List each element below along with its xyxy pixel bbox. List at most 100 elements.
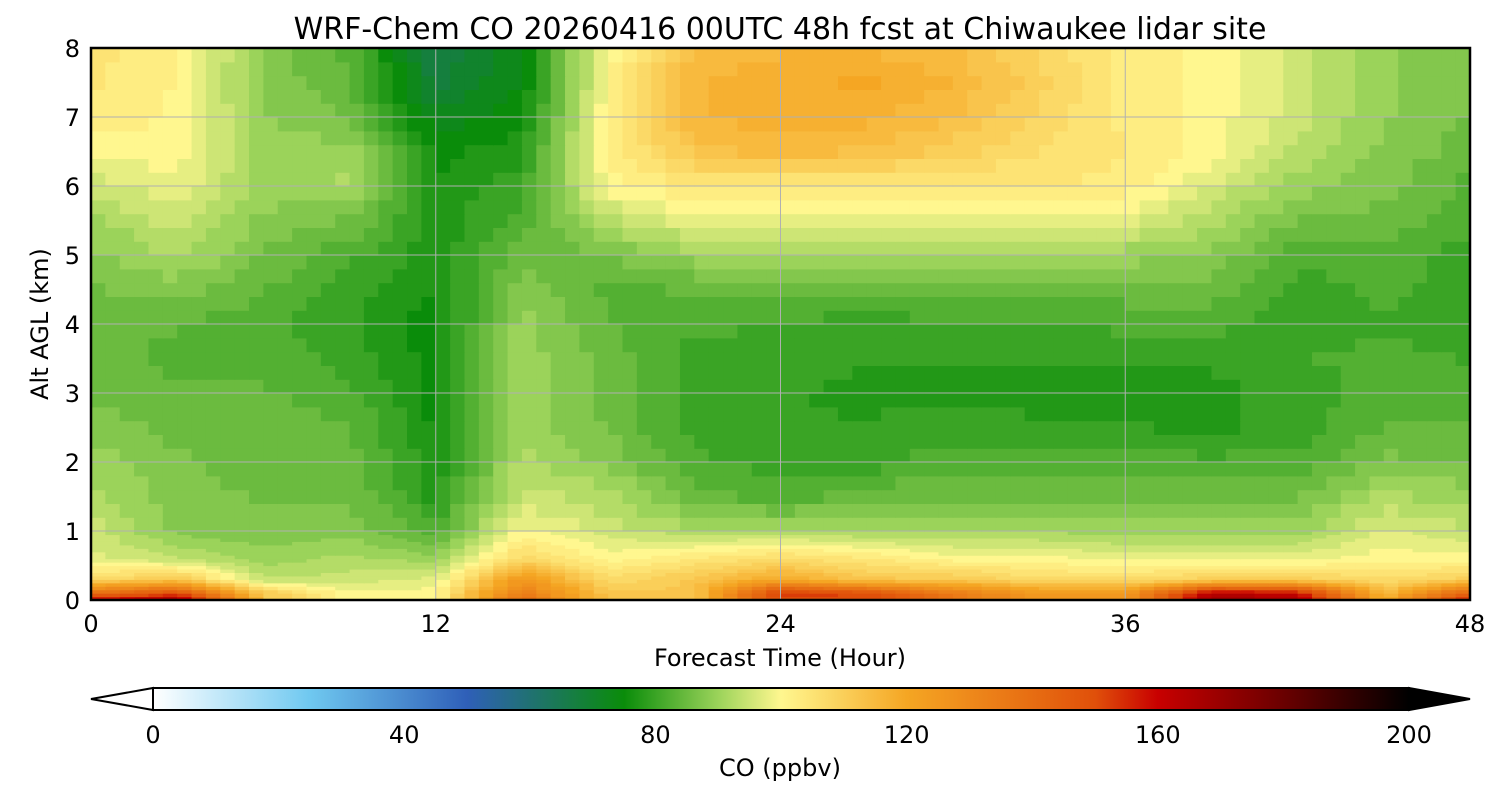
heatmap-cell — [651, 393, 667, 408]
heatmap-cell — [579, 420, 595, 435]
heatmap-cell — [162, 586, 178, 591]
heatmap-cell — [119, 75, 135, 90]
heatmap-cell — [1211, 555, 1227, 560]
heatmap-cell — [1153, 462, 1169, 477]
heatmap-cell — [1283, 537, 1299, 542]
heatmap-cell — [636, 448, 652, 463]
heatmap-cell — [220, 324, 236, 339]
heatmap-cell — [1383, 227, 1399, 242]
heatmap-cell — [119, 130, 135, 146]
heatmap-cell — [1182, 406, 1198, 422]
heatmap-cell — [679, 89, 695, 104]
heatmap-cell — [220, 537, 236, 542]
heatmap-cell — [205, 117, 221, 132]
heatmap-cell — [938, 517, 954, 532]
heatmap-cell — [766, 565, 782, 570]
heatmap-cell — [1283, 462, 1299, 477]
heatmap-cell — [952, 596, 968, 601]
heatmap-cell — [938, 548, 954, 553]
heatmap-cell — [1182, 589, 1198, 594]
heatmap-cell — [679, 534, 695, 539]
heatmap-cell — [1283, 558, 1299, 563]
heatmap-cell — [249, 130, 264, 146]
heatmap-cell — [91, 558, 106, 563]
heatmap-cell — [1182, 541, 1198, 546]
heatmap-cell — [1426, 475, 1442, 491]
heatmap-cell — [1254, 551, 1270, 556]
heatmap-cell — [478, 241, 494, 256]
heatmap-cell — [450, 434, 466, 449]
heatmap-cell — [651, 475, 667, 491]
heatmap-cell — [1182, 562, 1198, 567]
heatmap-cell — [1125, 186, 1141, 201]
heatmap-cell — [952, 186, 968, 201]
heatmap-cell — [924, 537, 940, 542]
heatmap-cell — [363, 534, 379, 539]
heatmap-cell — [809, 462, 825, 477]
heatmap-cell — [924, 475, 940, 491]
heatmap-cell — [1240, 393, 1256, 408]
heatmap-cell — [435, 186, 451, 201]
heatmap-cell — [723, 406, 738, 422]
heatmap-cell — [306, 282, 322, 297]
heatmap-cell — [909, 379, 925, 394]
heatmap-cell — [881, 172, 897, 187]
heatmap-cell — [378, 596, 394, 601]
heatmap-cell — [234, 268, 250, 284]
heatmap-cell — [780, 596, 796, 601]
heatmap-cell — [220, 593, 236, 598]
heatmap-cell — [837, 365, 853, 380]
heatmap-cell — [478, 462, 494, 477]
heatmap-cell — [1110, 565, 1126, 570]
heatmap-cell — [1168, 548, 1184, 553]
heatmap-cell — [1024, 558, 1040, 563]
heatmap-cell — [809, 575, 825, 580]
heatmap-cell — [1067, 199, 1083, 215]
heatmap-cell — [191, 420, 207, 435]
heatmap-cell — [478, 537, 494, 542]
heatmap-cell — [1311, 537, 1327, 542]
heatmap-cell — [766, 379, 782, 394]
heatmap-cell — [119, 462, 135, 477]
heatmap-cell — [363, 199, 379, 215]
heatmap-cell — [967, 351, 983, 366]
heatmap-cell — [1110, 503, 1126, 518]
heatmap-cell — [335, 158, 351, 173]
heatmap-cell — [981, 489, 997, 504]
heatmap-cell — [967, 365, 983, 380]
heatmap-cell — [320, 541, 336, 546]
heatmap-cell — [708, 186, 724, 201]
heatmap-cell — [1441, 562, 1457, 567]
heatmap-cell — [1355, 531, 1371, 536]
heatmap-cell — [1139, 534, 1155, 539]
heatmap-cell — [306, 337, 322, 353]
heatmap-cell — [1010, 103, 1026, 118]
heatmap-cell — [565, 544, 580, 549]
heatmap-cell — [220, 130, 236, 146]
heatmap-cell — [105, 503, 121, 518]
heatmap-cell — [708, 393, 724, 408]
heatmap-cell — [1326, 579, 1342, 584]
heatmap-cell — [263, 582, 279, 587]
heatmap-cell — [320, 575, 336, 580]
heatmap-cell — [608, 531, 624, 536]
heatmap-cell — [1383, 172, 1399, 187]
heatmap-cell — [1369, 489, 1385, 504]
heatmap-cell — [794, 268, 810, 284]
heatmap-cell — [1398, 144, 1414, 159]
heatmap-cell — [1383, 589, 1399, 594]
heatmap-cell — [119, 89, 135, 104]
heatmap-cell — [363, 593, 379, 598]
heatmap-cell — [1369, 144, 1385, 159]
heatmap-cell — [593, 593, 609, 598]
heatmap-cell — [220, 268, 236, 284]
heatmap-cell — [1010, 565, 1026, 570]
heatmap-cell — [220, 586, 236, 591]
heatmap-cell — [191, 551, 207, 556]
heatmap-cell — [177, 582, 193, 587]
heatmap-cell — [1153, 186, 1169, 201]
heatmap-cell — [995, 575, 1011, 580]
heatmap-cell — [1355, 268, 1371, 284]
heatmap-cell — [1268, 593, 1284, 598]
heatmap-cell — [694, 534, 710, 539]
